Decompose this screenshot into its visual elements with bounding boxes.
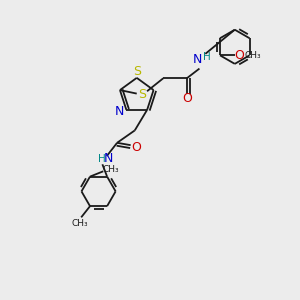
Text: H: H <box>202 52 210 62</box>
Text: CH₃: CH₃ <box>71 219 88 228</box>
Text: N: N <box>115 105 124 118</box>
Text: S: S <box>138 88 146 101</box>
Text: O: O <box>132 141 142 154</box>
Text: S: S <box>133 65 141 78</box>
Text: N: N <box>104 152 113 166</box>
Text: CH₃: CH₃ <box>244 51 261 60</box>
Text: CH₃: CH₃ <box>103 165 119 174</box>
Text: N: N <box>193 53 202 66</box>
Text: O: O <box>234 49 244 62</box>
Text: O: O <box>182 92 192 105</box>
Text: H: H <box>98 154 106 164</box>
